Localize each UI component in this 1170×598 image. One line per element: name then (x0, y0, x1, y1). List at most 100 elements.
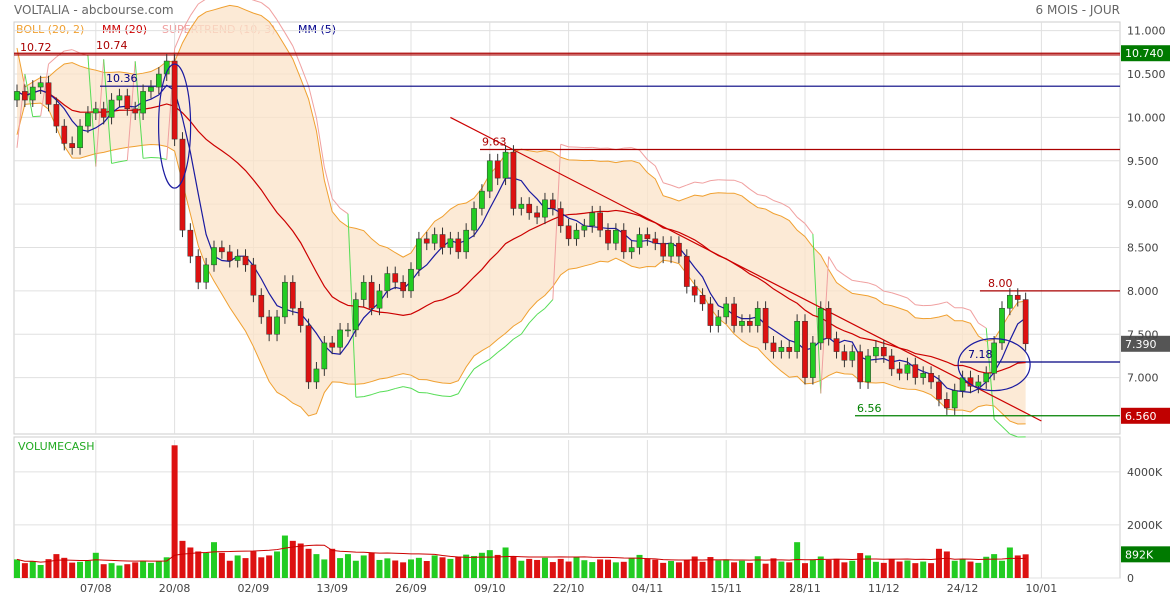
supertrend-segment (363, 394, 372, 398)
supertrend-segment (520, 322, 530, 335)
candle-body (849, 351, 856, 361)
level-label: 8.00 (988, 277, 1013, 290)
volume-bar (400, 562, 407, 578)
candle-body (605, 229, 611, 244)
candle-body (392, 273, 399, 283)
level-label: 10.72 (20, 41, 52, 54)
time-tick-label: 22/10 (553, 582, 585, 595)
candle-body (983, 373, 990, 383)
volume-bar (683, 559, 690, 578)
candle-body (100, 108, 107, 118)
last-price-tag-bg (1121, 335, 1170, 352)
volume-bar (541, 557, 548, 578)
candle-body (549, 199, 556, 209)
candle-body (683, 255, 690, 287)
candle-body (455, 238, 462, 253)
supertrend-segment (253, 0, 262, 4)
supertrend-segment (71, 49, 81, 54)
volume-bar (668, 561, 675, 578)
supertrend-segment (978, 322, 987, 329)
supertrend-segment (300, 65, 310, 87)
volume-ma-line (16, 544, 1026, 563)
volume-bar (620, 561, 627, 578)
candle-body (786, 347, 793, 352)
volume-bar (360, 555, 367, 578)
volume-bar (786, 562, 793, 578)
candle-body (85, 112, 91, 127)
price-tick-label: 7.500 (1127, 328, 1159, 341)
supertrend-segment (308, 85, 317, 118)
candle-body (329, 342, 336, 348)
supertrend-segment (694, 181, 703, 184)
volume-bar (147, 562, 154, 578)
supertrend-segment (852, 279, 861, 283)
volume-bar (132, 562, 139, 578)
supertrend-segment (505, 338, 514, 347)
volume-bar (943, 551, 950, 578)
candle-body (573, 229, 580, 240)
price-tick-label: 8.000 (1127, 285, 1159, 298)
candle-body (873, 347, 879, 357)
volume-bar (565, 561, 572, 578)
volume-bar (534, 559, 541, 578)
candle-body (699, 294, 706, 305)
candle-body (857, 351, 864, 383)
volume-bar (337, 558, 344, 578)
volume-bar (991, 554, 998, 578)
volume-bar (691, 556, 698, 578)
candle-body (1022, 299, 1029, 345)
volume-bar (912, 563, 919, 578)
supertrend-segment (339, 207, 349, 215)
price-tick-label: 11.000 (1127, 25, 1166, 38)
volume-bar (211, 542, 217, 578)
time-tick-label: 13/09 (316, 582, 348, 595)
volume-bar (652, 559, 659, 578)
supertrend-segment (119, 159, 128, 163)
candle-body (841, 351, 848, 361)
candle-body (707, 303, 714, 326)
volume-bar (124, 564, 131, 578)
supertrend-segment (883, 290, 892, 294)
volume-bar (999, 560, 1005, 578)
volume-bar (352, 560, 359, 578)
volume-bar (738, 560, 745, 578)
volume-bar (605, 559, 611, 578)
volume-bar (612, 562, 619, 578)
volume-bar (108, 563, 115, 578)
supertrend-segment (64, 49, 73, 52)
supertrend-segment (552, 144, 562, 300)
candle-body (817, 307, 824, 344)
volume-bar (935, 548, 942, 578)
candle-body (770, 342, 777, 352)
volume-bar (1022, 554, 1029, 578)
volume-bar (896, 561, 903, 578)
candle-body (833, 338, 840, 352)
level-label: 9.63 (482, 136, 507, 149)
volume-bar (140, 560, 147, 578)
candle-body (416, 238, 422, 270)
volume-bar (250, 551, 257, 578)
volume-bar (628, 557, 635, 578)
volume-bar (825, 559, 832, 578)
supertrend-segment (875, 285, 885, 292)
candle-body (975, 381, 982, 387)
supertrend-segment (473, 363, 483, 370)
supertrend-segment (867, 282, 877, 286)
level-label: 10.36 (106, 72, 138, 85)
level-tag-bg (1121, 45, 1170, 62)
candle-body (423, 238, 430, 244)
candle-body (345, 329, 351, 332)
supertrend-segment (828, 256, 837, 270)
candle-body (242, 255, 249, 266)
legend-mm5: MM (5) (298, 23, 336, 36)
volume-bar (77, 561, 84, 578)
last-volume-tag-bg (1121, 546, 1170, 563)
price-tick-label: 10.500 (1127, 68, 1166, 81)
supertrend-segment (111, 161, 120, 164)
candle-body (951, 390, 958, 409)
volume-bar (61, 557, 68, 578)
candle-body (116, 95, 123, 101)
candle-body (723, 303, 730, 318)
volume-bar (1014, 555, 1021, 578)
volume-bar (975, 562, 982, 578)
